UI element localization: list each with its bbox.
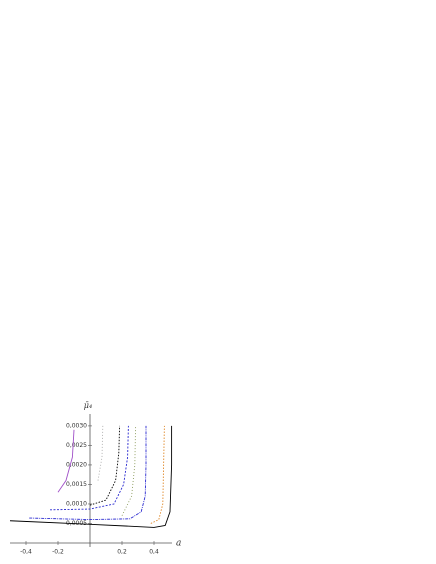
y-tick-label: 0,0030 — [66, 422, 87, 429]
curve — [121, 425, 137, 516]
y-tick-label: 0,0015 — [66, 481, 87, 488]
x-axis-label: a — [176, 539, 181, 549]
x-tick-label: -0,2 — [52, 549, 64, 556]
curve — [49, 425, 129, 511]
y-tick-label: 0,0010 — [66, 500, 87, 507]
x-tick-label: 0,2 — [117, 549, 127, 556]
curve — [29, 425, 147, 521]
y-tick-label: 0,0025 — [66, 442, 87, 449]
x-tick-label: 0,4 — [149, 549, 159, 556]
curve — [97, 425, 104, 481]
y-tick-label: 0,0020 — [66, 461, 87, 468]
x-tick-label: -0,4 — [20, 549, 32, 556]
y-axis-label: μ̄₄ — [84, 401, 92, 410]
curve — [89, 425, 121, 506]
curve — [9, 425, 173, 528]
curve — [150, 425, 165, 524]
curve — [57, 429, 75, 493]
